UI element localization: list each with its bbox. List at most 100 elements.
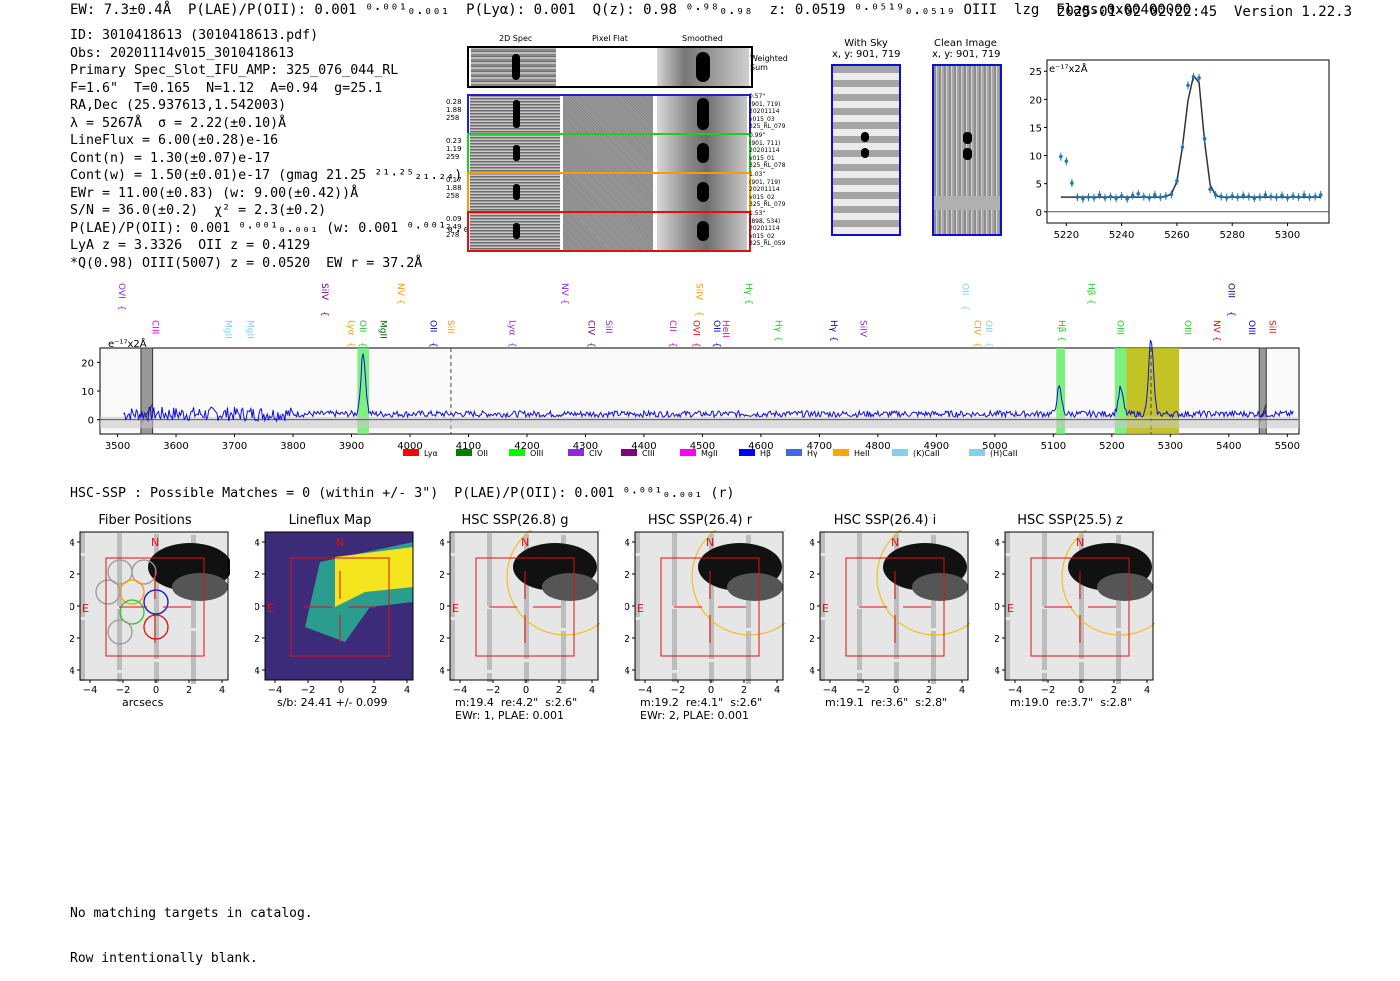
thumb-noise [820, 584, 825, 589]
legend-label: (K)CaII [913, 449, 940, 458]
zoom-xtick-label: 5220 [1054, 230, 1079, 240]
thumb-noise [524, 538, 529, 543]
thumb-noise [709, 590, 714, 595]
thumb-noise [635, 620, 640, 625]
thumb-xtick-label: 0 [708, 685, 714, 695]
thumb-noise [857, 641, 862, 646]
zoom-ytick-label: 0 [1036, 208, 1042, 219]
east-marker: E [637, 602, 644, 615]
line-marker-label: Lyα [506, 320, 516, 336]
line-marker-label: SiIV [319, 283, 329, 301]
fiber-pixel-flat [563, 213, 653, 250]
line-marker-brace: { [971, 342, 981, 348]
info-line: Cont(w) = 1.50(±0.01)e-17 (gmag 21.25 ²¹… [70, 168, 463, 183]
thumb-noise [857, 625, 862, 630]
zoom-data-point [1147, 195, 1152, 200]
thumb-noise [1079, 586, 1084, 591]
thumb-noise [857, 637, 862, 642]
thumb-noise [154, 598, 159, 603]
legend-swatch [621, 449, 637, 456]
thumb-noise [709, 638, 714, 643]
thumb-noise [931, 611, 936, 616]
thumb-noise [487, 609, 492, 614]
thumb-noise [635, 568, 640, 573]
thumb-noise [1116, 647, 1121, 652]
weighted-sum-cutout [467, 46, 753, 88]
zoom-data-point [1269, 194, 1273, 199]
thumb-noise [80, 556, 85, 561]
hsc-summary: HSC-SSP : Possible Matches = 0 (within +… [70, 486, 735, 501]
line-marker-label: CIII [150, 320, 160, 334]
thumb-noise [117, 637, 122, 642]
thumb-ytick-label: 0 [810, 602, 815, 613]
line-marker-brace: { [711, 342, 721, 348]
thumb-noise [450, 536, 455, 541]
thumb-noise [1005, 544, 1010, 549]
thumb-noise [894, 626, 899, 631]
thumb-noise [487, 629, 492, 634]
full-ytick-label: 0 [88, 416, 94, 427]
fiber-row-stats: 0.28 1.88 258 [446, 98, 462, 122]
thumb-noise [1005, 584, 1010, 589]
line-marker-brace: { [1085, 299, 1095, 305]
thumb-noise [154, 590, 159, 595]
search-box [1030, 557, 1130, 657]
thumb-noise [561, 535, 566, 540]
thumb-noise [931, 607, 936, 612]
zoom-data-point [1274, 195, 1279, 199]
thumb-ytick-label: 0 [255, 602, 260, 613]
thumb-noise [931, 643, 936, 648]
thumb-noise [524, 606, 529, 611]
thumb-noise [672, 549, 677, 554]
spectrum-masked-region [1258, 347, 1267, 435]
thumb-noise [1005, 604, 1010, 609]
thumb-ytick-label: 0 [625, 602, 630, 613]
thumb-noise [1116, 671, 1121, 676]
spectrum-highlight-region [1114, 348, 1127, 434]
thumb-noise [1116, 539, 1121, 544]
thumb-noise [1005, 664, 1010, 669]
fiber-cutout-row [467, 211, 751, 252]
thumb-noise [1042, 593, 1047, 598]
thumb-noise [1079, 538, 1084, 543]
thumb-noise [635, 592, 640, 597]
line-marker-label: HeII [720, 320, 730, 338]
thumb-noise [154, 634, 159, 639]
east-marker: E [82, 602, 89, 615]
thumb-noise [894, 650, 899, 655]
thumb-ytick-label: 4 [255, 538, 260, 549]
thumb-noise [1042, 641, 1047, 646]
full-xtick-label: 5400 [1216, 441, 1241, 452]
thumb-xtick-label: 2 [741, 685, 747, 695]
thumb-noise [154, 674, 159, 679]
thumb-noise [1116, 655, 1121, 660]
line-marker-label: SiIV [857, 320, 867, 338]
thumb-noise [117, 665, 122, 670]
thumb-noise [672, 641, 677, 646]
thumb-noise [820, 572, 825, 577]
thumb-noise [117, 561, 122, 566]
galaxy-halo [727, 573, 783, 601]
aperture-ellipse [876, 530, 970, 636]
thumb-noise [672, 589, 677, 594]
thumb-noise [857, 621, 862, 626]
thumb-noise [1005, 564, 1010, 569]
thumb-noise [857, 649, 862, 654]
thumb-noise [1079, 662, 1084, 667]
thumb-noise [80, 676, 85, 681]
zoom-data-point [1235, 195, 1240, 199]
thumb-noise [524, 634, 529, 639]
fiber-cutout-row [467, 172, 751, 213]
thumb-noise [80, 620, 85, 625]
thumb-noise [709, 542, 714, 547]
thumb-noise [1042, 589, 1047, 594]
zoom-data-point [1070, 181, 1074, 185]
search-box [660, 557, 760, 657]
thumb-xtick-label: −4 [823, 685, 838, 695]
thumb-noise [635, 676, 640, 681]
line-marker-label: SiII [445, 320, 455, 334]
line-marker-label: OIII [1246, 320, 1256, 335]
thumb-noise [1079, 642, 1084, 647]
thumb-noise [487, 641, 492, 646]
thumb-noise [450, 588, 455, 593]
